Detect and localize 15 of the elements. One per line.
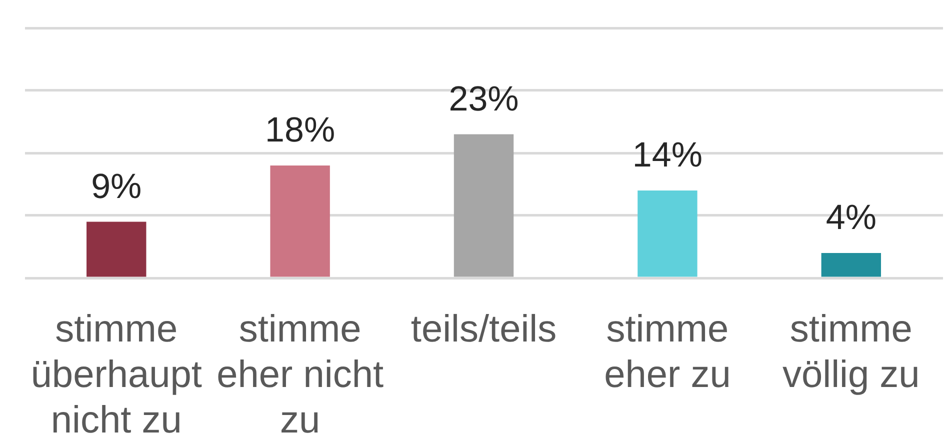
- x-tick-label: stimme überhaupt nicht zu: [30, 308, 202, 442]
- bar: [454, 134, 514, 277]
- data-label: 4%: [826, 198, 876, 237]
- bar: [270, 166, 330, 277]
- bar: [86, 222, 146, 277]
- data-label: 9%: [91, 166, 142, 206]
- x-tick-label: stimme eher zu: [604, 308, 731, 396]
- bar: [821, 253, 882, 277]
- data-label: 23%: [448, 79, 519, 118]
- data-label: 14%: [632, 136, 702, 174]
- x-tick-label: stimme völlig zu: [782, 308, 920, 396]
- x-tick-label: teils/teils: [410, 308, 557, 350]
- bar: [638, 190, 698, 277]
- x-tick-label: stimme eher nicht zu: [216, 308, 384, 442]
- data-label: 18%: [265, 110, 336, 150]
